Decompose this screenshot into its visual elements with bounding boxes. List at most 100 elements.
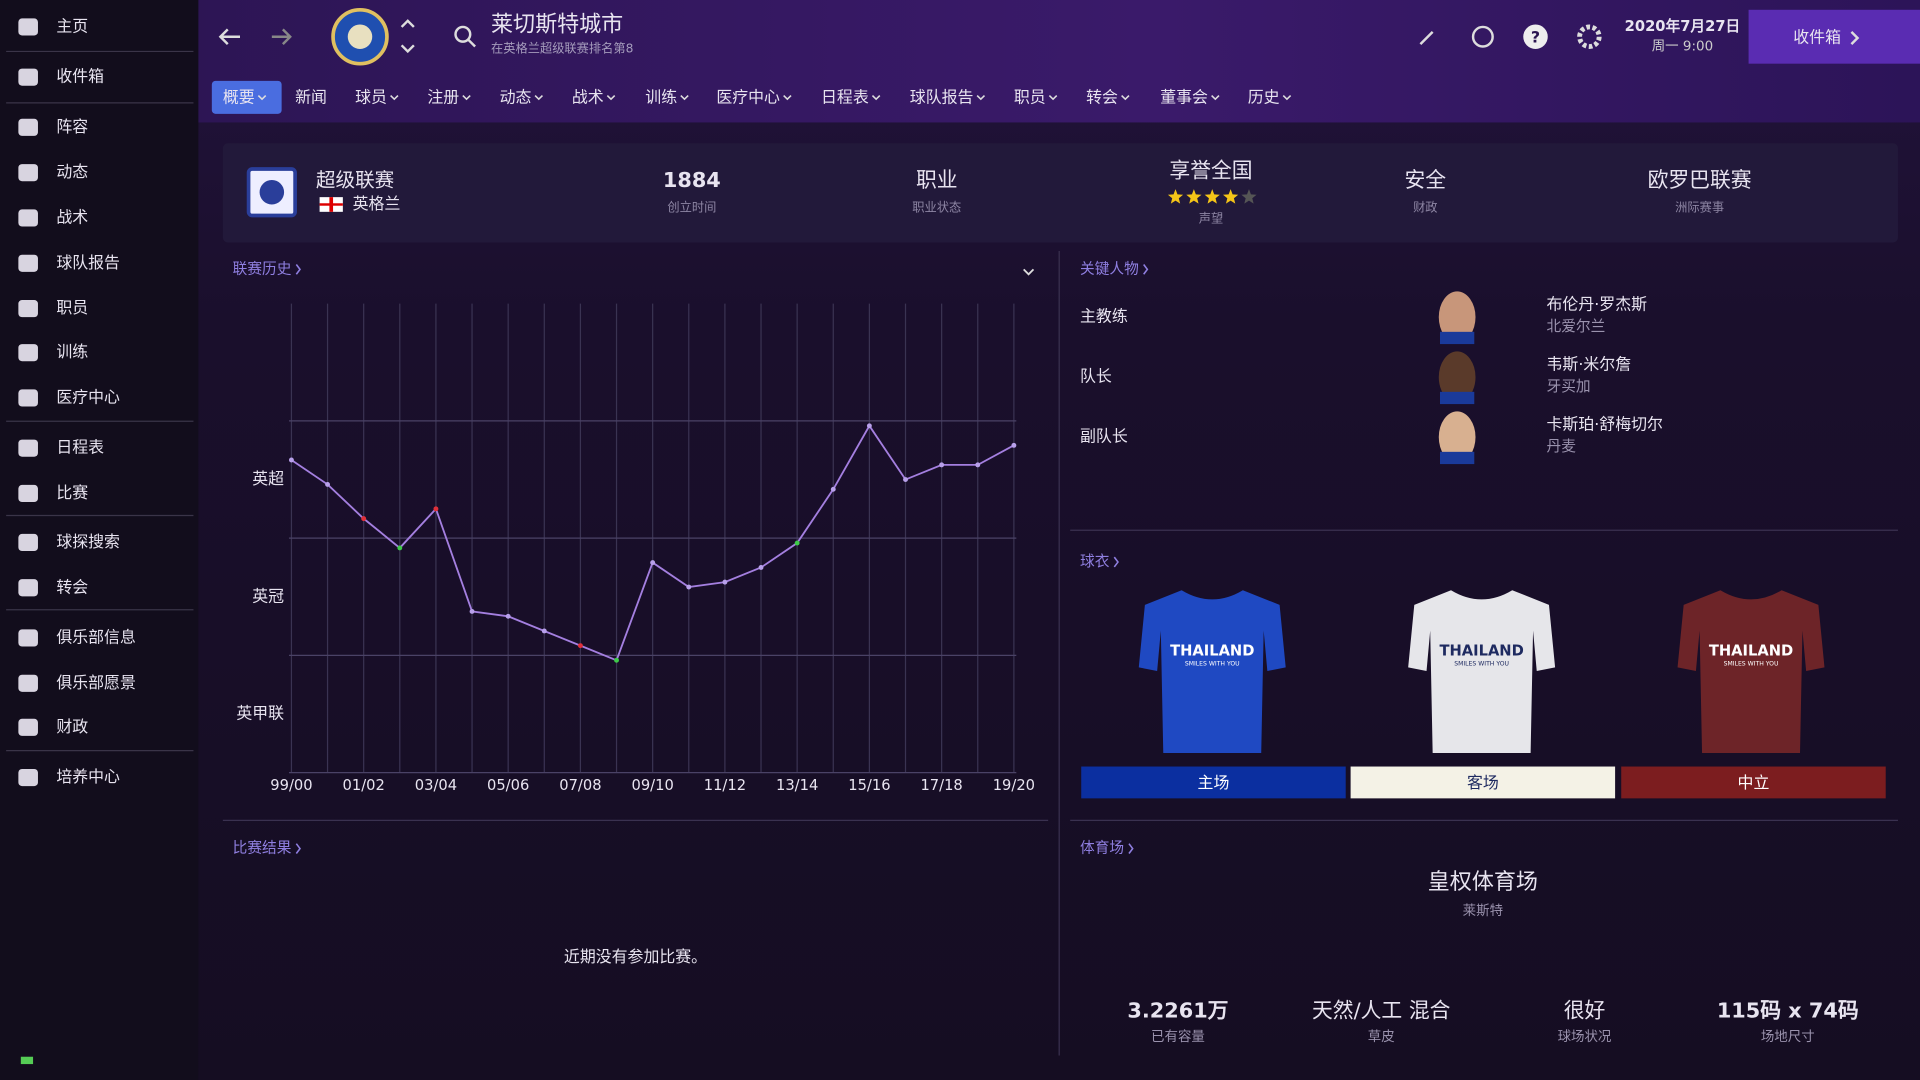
kit-tab[interactable] <box>1081 766 1346 799</box>
tab[interactable]: 日程表 <box>821 87 869 106</box>
settings-icon[interactable] <box>1577 24 1602 49</box>
sidebar-item[interactable]: 主页 <box>56 16 88 35</box>
sidebar-item[interactable]: 阵容 <box>56 117 88 136</box>
tab[interactable]: 注册 <box>427 87 459 106</box>
kit-label: 客场 <box>1467 773 1499 792</box>
section-chevron <box>295 264 301 275</box>
search-icon[interactable] <box>454 25 472 43</box>
sidebar-item[interactable]: 日程表 <box>56 438 104 457</box>
sidebar-item[interactable]: 收件箱 <box>56 67 104 86</box>
x-tick-label: 13/14 <box>776 777 818 794</box>
person-name[interactable]: 布伦丹·罗杰斯 <box>1547 294 1648 313</box>
sidebar-icon <box>18 629 38 647</box>
history-point <box>975 462 981 468</box>
sidebar-item[interactable]: 训练 <box>56 342 88 361</box>
sidebar-item[interactable]: 俱乐部信息 <box>56 627 136 646</box>
tab[interactable]: 球队报告 <box>910 87 974 106</box>
forward-button[interactable] <box>271 28 292 45</box>
tab[interactable]: 董事会 <box>1160 87 1208 106</box>
tab[interactable]: 转会 <box>1086 87 1118 106</box>
stat-value: 欧罗巴联赛 <box>1648 168 1752 192</box>
person-photo[interactable] <box>1438 291 1476 343</box>
help-icon[interactable] <box>1523 24 1548 49</box>
stat-label: 创立时间 <box>667 200 716 215</box>
sidebar-item[interactable]: 球探搜索 <box>56 532 120 551</box>
edit-icon[interactable] <box>1419 30 1434 45</box>
kit-slogan: SMILES WITH YOU <box>1185 661 1240 668</box>
tab-chevron <box>1121 94 1130 101</box>
sidebar-icon <box>18 118 38 136</box>
sidebar-item[interactable]: 医疗中心 <box>56 387 120 406</box>
history-point <box>866 423 872 429</box>
sidebar-icon <box>18 533 38 552</box>
sidebar-item[interactable]: 球队报告 <box>56 253 120 272</box>
inbox-button[interactable] <box>1748 9 1920 64</box>
section-title[interactable]: 体育场 <box>1080 840 1124 857</box>
x-tick-label: 17/18 <box>920 777 962 794</box>
section-title[interactable]: 比赛结果 <box>233 840 292 857</box>
reputation-star <box>1241 189 1257 204</box>
history-point <box>903 477 908 482</box>
kit-shirt <box>1677 590 1825 754</box>
history-point <box>505 613 511 619</box>
sidebar-item[interactable]: 比赛 <box>56 483 88 502</box>
stadium-name: 皇权体育场 <box>1428 870 1538 895</box>
person-photo[interactable] <box>1438 351 1476 403</box>
stat-label: 声望 <box>1199 211 1223 226</box>
tab-chevron <box>462 94 471 101</box>
tab[interactable]: 职员 <box>1014 87 1046 106</box>
info-bar <box>222 143 1898 243</box>
person-photo[interactable] <box>1438 411 1476 463</box>
tab-active <box>211 80 282 114</box>
reputation-star <box>1223 189 1239 204</box>
kit-tab[interactable] <box>1621 766 1886 799</box>
history-point <box>794 540 800 546</box>
back-button[interactable] <box>218 28 240 45</box>
stadium-stat-value: 3.2261万 <box>1127 998 1228 1022</box>
tab[interactable]: 新闻 <box>295 87 327 106</box>
header-bar <box>0 0 1920 123</box>
stat-label: 财政 <box>1413 201 1437 215</box>
sidebar-item[interactable]: 动态 <box>56 162 88 181</box>
tab[interactable]: 动态 <box>500 87 532 106</box>
person-name[interactable]: 韦斯·米尔詹 <box>1547 354 1632 373</box>
section-title[interactable]: 联赛历史 <box>233 260 292 277</box>
league-name: 超级联赛 <box>316 169 394 192</box>
history-point <box>830 486 836 492</box>
tab[interactable]: 战术 <box>572 87 604 106</box>
tab[interactable]: 历史 <box>1248 87 1280 106</box>
flag <box>319 203 343 206</box>
kit-tab[interactable] <box>1350 766 1616 799</box>
empty-message: 近期没有参加比赛。 <box>564 947 707 966</box>
sidebar-item[interactable]: 培养中心 <box>56 767 120 786</box>
sidebar-item[interactable]: 俱乐部愿景 <box>56 673 136 692</box>
tab[interactable]: 训练 <box>645 87 677 106</box>
person-nation: 北爱尔兰 <box>1547 318 1606 335</box>
tab-chevron <box>1211 94 1220 101</box>
sidebar-item[interactable]: 财政 <box>56 717 88 736</box>
section-title[interactable]: 球衣 <box>1080 553 1110 570</box>
collapse-chevron[interactable] <box>1023 268 1035 276</box>
person-name[interactable]: 卡斯珀·舒梅切尔 <box>1547 414 1663 433</box>
kit-slogan: SMILES WITH YOU <box>1724 661 1779 668</box>
sidebar-item[interactable]: 职员 <box>56 298 88 317</box>
reputation-star <box>1167 189 1184 204</box>
tab-chevron <box>534 94 544 101</box>
section-title[interactable]: 关键人物 <box>1080 260 1139 277</box>
history-point <box>433 506 439 512</box>
kit-sponsor: THAILAND <box>1170 642 1254 659</box>
history-point <box>650 560 656 566</box>
tab[interactable]: 球员 <box>355 87 387 106</box>
history-point <box>758 565 764 570</box>
sidebar-icon <box>18 718 38 736</box>
tab[interactable]: 概要 <box>223 87 255 106</box>
sidebar-item[interactable]: 转会 <box>56 577 88 596</box>
tab[interactable]: 医疗中心 <box>716 87 780 106</box>
search-icon <box>466 38 476 48</box>
club-switch[interactable] <box>400 19 415 54</box>
globe-icon[interactable] <box>1471 25 1494 48</box>
history-point <box>288 457 294 463</box>
sidebar-item[interactable]: 战术 <box>56 207 88 226</box>
